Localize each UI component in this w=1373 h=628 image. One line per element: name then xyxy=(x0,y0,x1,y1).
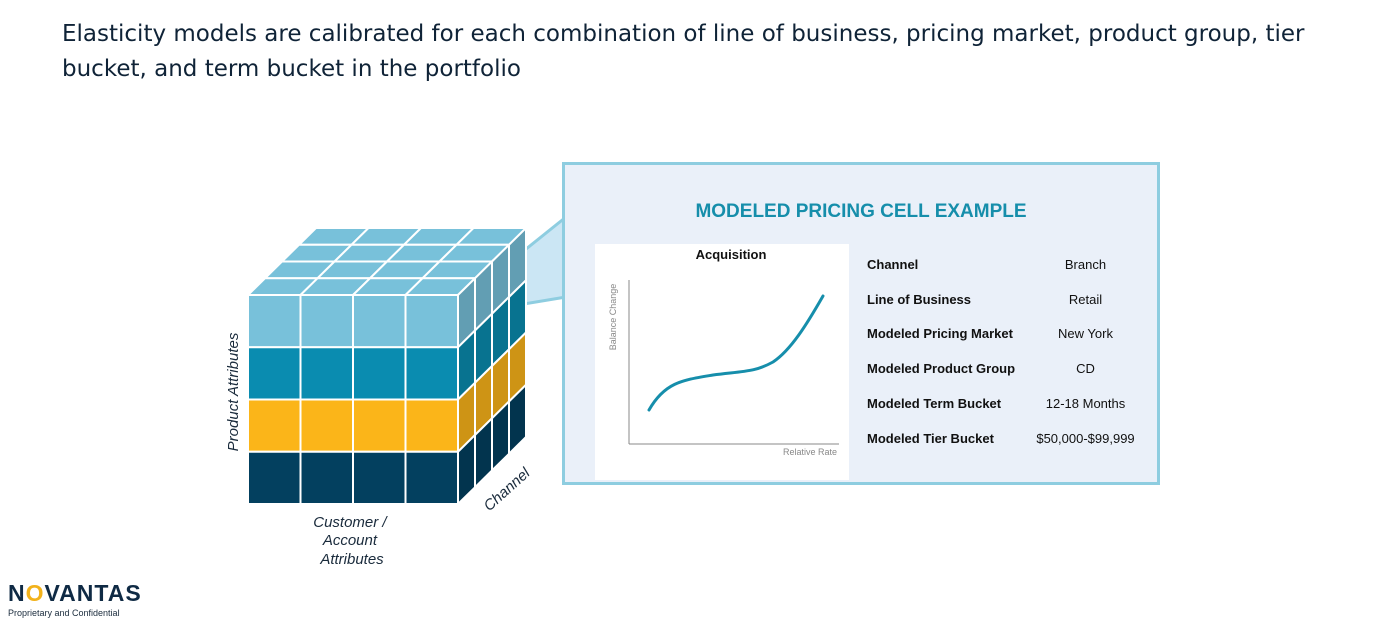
headline: Elasticity models are calibrated for eac… xyxy=(62,21,1305,82)
cube-cell xyxy=(247,346,302,401)
attribute-value: $50,000-$99,999 xyxy=(1036,430,1135,446)
horizontal-axis-label-line: Account xyxy=(322,532,378,549)
attribute-label: Modeled Term Bucket xyxy=(867,396,1002,412)
cube-cell xyxy=(404,346,459,401)
elasticity-curve xyxy=(647,294,825,412)
acquisition-chart-svg: Acquisition Balance Change Relative Rate xyxy=(608,247,839,457)
attribute-row: Modeled Tier Bucket $50,000-$99,999 xyxy=(867,421,1138,456)
attribute-value: 12-18 Months xyxy=(1045,396,1126,412)
logo-ring-letter: O xyxy=(25,580,45,606)
cube-cell xyxy=(352,294,407,349)
acquisition-chart: Acquisition Balance Change Relative Rate xyxy=(595,244,849,480)
horizontal-axis-label: Customer / Account Attributes xyxy=(313,514,391,568)
attribute-row: Modeled Product Group CD xyxy=(867,351,1138,386)
attribute-row: Channel Branch xyxy=(867,247,1138,282)
attribute-value: CD xyxy=(1076,361,1095,377)
attribute-label: Line of Business xyxy=(867,291,972,307)
cube-cell xyxy=(247,450,302,505)
vertical-axis-label: Product Attributes xyxy=(225,332,242,451)
attribute-label: Modeled Product Group xyxy=(867,361,1016,377)
cube-cell xyxy=(352,398,407,453)
attribute-row: Line of Business Retail xyxy=(867,282,1138,317)
cube-cell xyxy=(508,382,527,457)
cube-cell xyxy=(247,398,302,453)
confidential-note: Proprietary and Confidential xyxy=(8,608,120,618)
cube-cell xyxy=(299,398,354,453)
attribute-value: Retail xyxy=(1068,291,1103,307)
cube-cell xyxy=(404,450,459,505)
cube-cell xyxy=(247,294,302,349)
attribute-table: Channel Branch Line of Business Retail Model… xyxy=(867,247,1138,456)
horizontal-axis-label-line: Customer / xyxy=(313,514,388,531)
pricing-cell-panel: MODELED PRICING CELL EXAMPLE Acquisition… xyxy=(562,162,1160,485)
x-axis-label: Relative Rate xyxy=(783,447,837,457)
logo-text-end: VANTAS xyxy=(44,580,142,606)
cube-cell xyxy=(299,346,354,401)
chart-title: Acquisition xyxy=(696,247,767,262)
logo-text-start: N xyxy=(8,580,26,606)
cube xyxy=(245,225,529,507)
cube-cell xyxy=(404,398,459,453)
attribute-label: Modeled Pricing Market xyxy=(867,326,1013,342)
panel-title: MODELED PRICING CELL EXAMPLE xyxy=(695,201,1027,222)
novantas-logo: NOVANTAS xyxy=(8,580,142,607)
horizontal-axis-label-line: Attributes xyxy=(319,551,384,568)
attribute-row: Modeled Term Bucket 12-18 Months xyxy=(867,386,1138,421)
attribute-label: Channel xyxy=(867,256,919,272)
cube-cell xyxy=(299,294,354,349)
cube-cell xyxy=(352,346,407,401)
cube-cell xyxy=(352,450,407,505)
y-axis-label: Balance Change xyxy=(608,284,618,351)
cube-cell xyxy=(299,450,354,505)
attribute-row: Modeled Pricing Market New York xyxy=(867,317,1138,352)
attribute-value: Branch xyxy=(1064,256,1107,272)
attribute-label: Modeled Tier Bucket xyxy=(867,430,994,446)
cube-cell xyxy=(404,294,459,349)
attribute-value: New York xyxy=(1058,326,1113,342)
